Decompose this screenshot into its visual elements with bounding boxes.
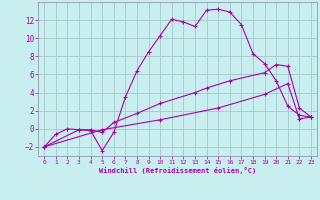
X-axis label: Windchill (Refroidissement éolien,°C): Windchill (Refroidissement éolien,°C) [99, 167, 256, 174]
